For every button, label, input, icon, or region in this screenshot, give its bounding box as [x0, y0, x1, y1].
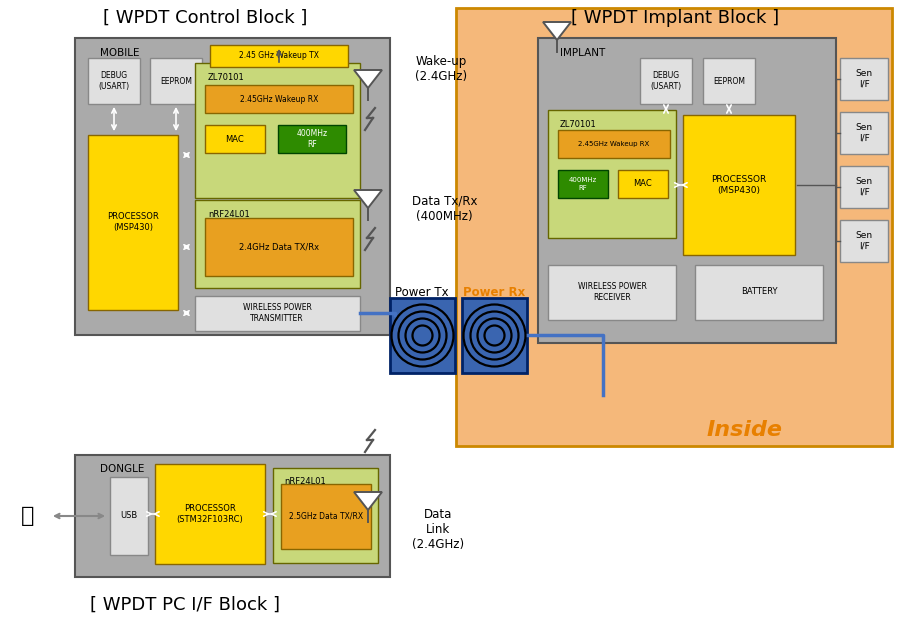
Bar — [840, 112, 888, 154]
Text: PROCESSOR
(MSP430): PROCESSOR (MSP430) — [711, 176, 767, 195]
Text: Wake-up
(2.4GHz): Wake-up (2.4GHz) — [415, 55, 467, 83]
Bar — [456, 8, 892, 446]
Text: DEBUG
(USART): DEBUG (USART) — [99, 71, 129, 91]
Text: WIRELESS POWER
TRANSMITTER: WIRELESS POWER TRANSMITTER — [242, 303, 312, 323]
Text: Sen
I/F: Sen I/F — [856, 177, 873, 197]
Text: DEBUG
(USART): DEBUG (USART) — [650, 71, 682, 91]
Text: WIRELESS POWER
RECEIVER: WIRELESS POWER RECEIVER — [577, 282, 647, 302]
Bar — [618, 170, 668, 198]
Text: MOBILE: MOBILE — [100, 48, 139, 58]
Text: MAC: MAC — [225, 135, 244, 144]
Bar — [281, 484, 371, 549]
Text: 400MHz
RF: 400MHz RF — [296, 129, 328, 149]
Text: ZL70101: ZL70101 — [208, 73, 245, 82]
Bar — [683, 115, 795, 255]
Text: EEPROM: EEPROM — [160, 76, 192, 85]
Text: nRF24L01: nRF24L01 — [208, 210, 250, 219]
Bar — [88, 135, 178, 310]
Text: 2.45GHz Wakeup RX: 2.45GHz Wakeup RX — [240, 95, 318, 103]
Bar — [205, 218, 353, 276]
Text: Sen
I/F: Sen I/F — [856, 124, 873, 143]
Text: 400MHz
RF: 400MHz RF — [568, 177, 597, 191]
Text: USB: USB — [120, 512, 137, 520]
Text: 2.45 GHz Wakeup TX: 2.45 GHz Wakeup TX — [239, 51, 319, 60]
Text: 2.45GHz Wakeup RX: 2.45GHz Wakeup RX — [578, 141, 649, 147]
Bar — [548, 110, 676, 238]
Text: 2.4GHz Data TX/Rx: 2.4GHz Data TX/Rx — [239, 243, 319, 251]
Text: PROCESSOR
(MSP430): PROCESSOR (MSP430) — [107, 213, 159, 232]
Bar — [75, 38, 390, 335]
Bar — [548, 265, 676, 320]
Bar — [695, 265, 823, 320]
Bar — [150, 58, 202, 104]
Bar — [840, 220, 888, 262]
Text: Inside: Inside — [707, 420, 783, 440]
Bar — [195, 63, 360, 198]
Text: [ WPDT Control Block ]: [ WPDT Control Block ] — [102, 9, 307, 27]
Text: 🖥: 🖥 — [22, 506, 35, 526]
Bar — [558, 170, 608, 198]
Text: 2.5GHz Data TX/RX: 2.5GHz Data TX/RX — [289, 512, 363, 520]
Bar — [210, 45, 348, 67]
Bar — [558, 130, 670, 158]
Bar — [462, 298, 527, 373]
Bar — [840, 58, 888, 100]
Bar — [840, 166, 888, 208]
Text: DONGLE: DONGLE — [100, 464, 145, 474]
Bar — [703, 58, 755, 104]
Text: BATTERY: BATTERY — [741, 288, 778, 297]
Bar — [155, 464, 265, 564]
Text: Sen
I/F: Sen I/F — [856, 231, 873, 251]
Bar — [88, 58, 140, 104]
Bar — [75, 455, 390, 577]
Bar — [278, 125, 346, 153]
Bar — [538, 38, 836, 343]
Text: Data Tx/Rx
(400MHz): Data Tx/Rx (400MHz) — [412, 195, 478, 223]
Text: Data
Link
(2.4GHz): Data Link (2.4GHz) — [412, 508, 464, 551]
Bar — [110, 477, 148, 555]
Text: ZL70101: ZL70101 — [560, 120, 597, 129]
Polygon shape — [543, 22, 571, 40]
Text: Power Tx: Power Tx — [395, 285, 449, 298]
Bar — [195, 200, 360, 288]
Polygon shape — [354, 190, 382, 208]
Text: EEPROM: EEPROM — [713, 76, 745, 85]
Polygon shape — [354, 70, 382, 88]
Text: Power Rx: Power Rx — [462, 285, 525, 298]
Text: MAC: MAC — [634, 179, 652, 189]
Bar — [640, 58, 692, 104]
Bar — [195, 296, 360, 331]
Text: [ WPDT PC I/F Block ]: [ WPDT PC I/F Block ] — [90, 596, 280, 614]
Bar — [205, 125, 265, 153]
Text: PROCESSOR
(STM32F103RC): PROCESSOR (STM32F103RC) — [177, 504, 243, 524]
Bar — [390, 298, 455, 373]
Bar — [273, 468, 378, 563]
Text: [ WPDT Implant Block ]: [ WPDT Implant Block ] — [571, 9, 779, 27]
Text: Sen
I/F: Sen I/F — [856, 70, 873, 88]
Polygon shape — [354, 492, 382, 510]
Text: nRF24L01: nRF24L01 — [284, 477, 326, 486]
Text: IMPLANT: IMPLANT — [560, 48, 605, 58]
Bar — [205, 85, 353, 113]
